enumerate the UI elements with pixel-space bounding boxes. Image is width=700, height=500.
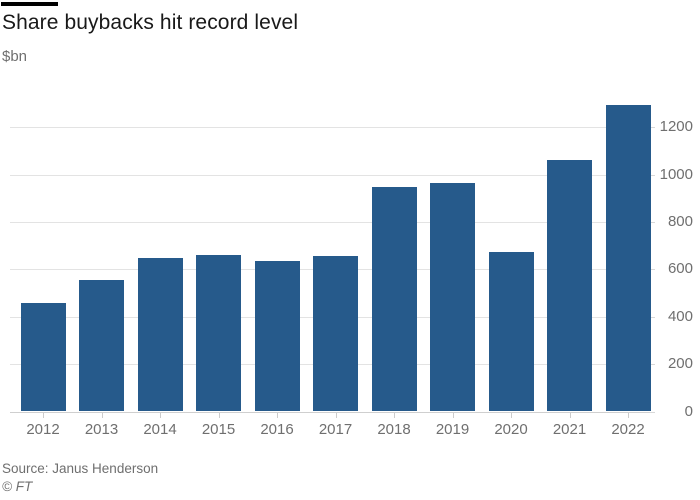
bar-2018 (371, 186, 417, 412)
bar-2016 (254, 261, 300, 412)
x-axis-label-2012: 2012 (26, 421, 60, 438)
copyright-note: © FT (2, 479, 33, 494)
bar-2017 (313, 256, 358, 412)
x-axis-tick-2014 (160, 412, 161, 418)
x-axis-tick-2020 (511, 412, 512, 418)
bar-2020 (488, 251, 534, 412)
gridline-800 (10, 222, 650, 224)
bar-2014 (137, 257, 183, 412)
bar-2012 (20, 302, 66, 412)
x-axis-tick-2013 (101, 412, 103, 418)
y-axis-tick-800 (650, 222, 655, 224)
x-axis-label-2020: 2020 (494, 421, 528, 438)
y-axis-label-600: 600 (667, 260, 693, 278)
bar-2019 (430, 182, 475, 412)
bar-2013 (79, 280, 124, 412)
y-axis-label-0: 0 (684, 402, 693, 420)
y-axis-tick-400 (650, 316, 655, 318)
bar-2021 (547, 160, 592, 412)
x-axis-tick-2015 (218, 412, 220, 418)
bar-2015 (196, 255, 241, 412)
y-axis-label-200: 200 (667, 355, 693, 373)
x-axis-tick-2018 (394, 412, 395, 418)
y-axis-tick-0 (650, 411, 655, 413)
chart-title: Share buybacks hit record level (2, 11, 299, 34)
x-axis-label-2016: 2016 (260, 421, 294, 438)
x-axis-label-2019: 2019 (435, 421, 470, 438)
x-axis-label-2018: 2018 (377, 421, 411, 438)
x-axis-label-2021: 2021 (552, 421, 587, 438)
bar-2022 (605, 104, 651, 412)
y-axis-label-1200: 1200 (659, 118, 693, 136)
y-axis-tick-1000 (650, 174, 655, 176)
gridline-1200 (10, 127, 650, 129)
y-axis-tick-600 (650, 269, 655, 271)
x-axis-label-2013: 2013 (84, 421, 119, 438)
y-axis-tick-200 (650, 364, 655, 366)
x-axis-label-2017: 2017 (318, 421, 353, 438)
ft-brand-tick (1, 2, 58, 6)
x-axis-label-2022: 2022 (611, 421, 645, 438)
x-axis-label-2014: 2014 (143, 421, 177, 438)
x-axis-tick-2016 (277, 412, 278, 418)
x-axis-tick-2021 (569, 412, 571, 418)
y-axis-label-400: 400 (667, 307, 693, 325)
y-axis-label-1000: 1000 (659, 165, 693, 183)
x-axis-label-2015: 2015 (201, 421, 236, 438)
y-axis-label-800: 800 (667, 213, 693, 231)
source-note: Source: Janus Henderson (2, 461, 159, 476)
x-axis-baseline (10, 411, 650, 413)
x-axis-tick-2017 (335, 412, 337, 418)
gridline-1000 (10, 174, 650, 176)
x-axis-tick-2022 (628, 412, 629, 418)
chart-unit-label: $bn (2, 48, 28, 65)
y-axis-tick-1200 (650, 127, 655, 129)
x-axis-tick-2019 (452, 412, 454, 418)
x-axis-tick-2012 (43, 412, 44, 418)
